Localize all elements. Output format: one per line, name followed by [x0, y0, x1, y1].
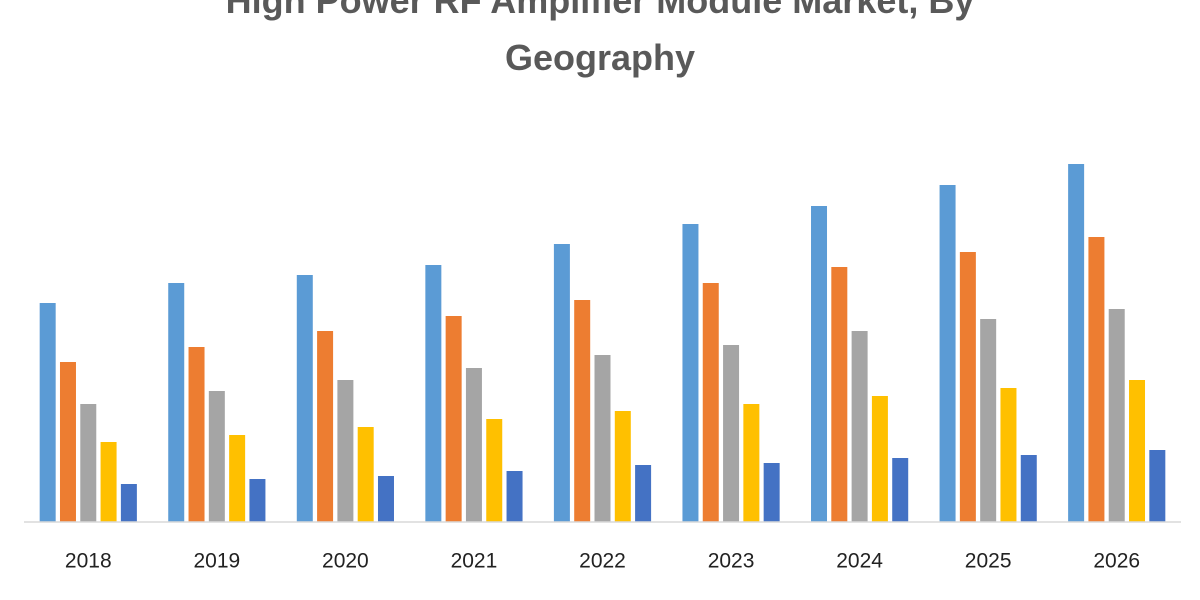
bar: [811, 206, 828, 522]
bar: [337, 380, 354, 522]
x-tick-label: 2022: [579, 550, 626, 573]
bar: [1108, 309, 1125, 522]
bar: [980, 319, 997, 522]
x-tick-label: 2020: [322, 550, 369, 573]
bar: [465, 368, 482, 522]
bar: [851, 331, 868, 522]
bar: [892, 458, 909, 522]
bar: [425, 265, 442, 522]
bar: [831, 267, 848, 522]
bar: [59, 362, 76, 522]
x-tick-label: 2026: [1093, 550, 1140, 573]
bar: [682, 224, 699, 522]
bar: [100, 442, 117, 522]
bar: [249, 479, 266, 522]
bar: [763, 463, 780, 522]
bar: [871, 396, 888, 522]
bar: [1088, 237, 1105, 522]
bar: [553, 244, 570, 522]
bar: [445, 316, 462, 522]
bar: [486, 419, 503, 522]
x-tick-label: 2018: [65, 550, 112, 573]
bar: [743, 404, 760, 522]
x-tick-label: 2024: [836, 550, 883, 573]
bar: [296, 275, 313, 522]
x-tick-label: 2023: [708, 550, 755, 573]
bar: [188, 347, 205, 522]
bar: [1068, 164, 1085, 522]
bar: [1129, 380, 1146, 522]
bar: [635, 465, 652, 522]
chart-title: High Power RF Amplifier Module Market, B…: [225, 0, 975, 78]
x-tick-label: 2021: [451, 550, 498, 573]
bar: [939, 185, 956, 522]
bar: [506, 471, 523, 522]
bar: [39, 303, 56, 522]
bar: [208, 391, 225, 522]
bar: [702, 283, 719, 522]
bar: [959, 252, 976, 522]
bar: [614, 411, 631, 522]
bar: [168, 283, 185, 522]
bar: [357, 427, 374, 522]
bar: [574, 300, 591, 522]
bar: [229, 435, 246, 522]
x-tick-label: 2025: [965, 550, 1012, 573]
bar: [723, 345, 740, 522]
x-tick-label: 2019: [193, 550, 240, 573]
bar: [377, 476, 394, 522]
bar: [1020, 455, 1037, 522]
bar: [80, 404, 97, 522]
bar: [1149, 450, 1166, 522]
bar: [594, 355, 611, 522]
bar: [1000, 388, 1017, 522]
bar: [120, 484, 137, 522]
bar: [317, 331, 334, 522]
